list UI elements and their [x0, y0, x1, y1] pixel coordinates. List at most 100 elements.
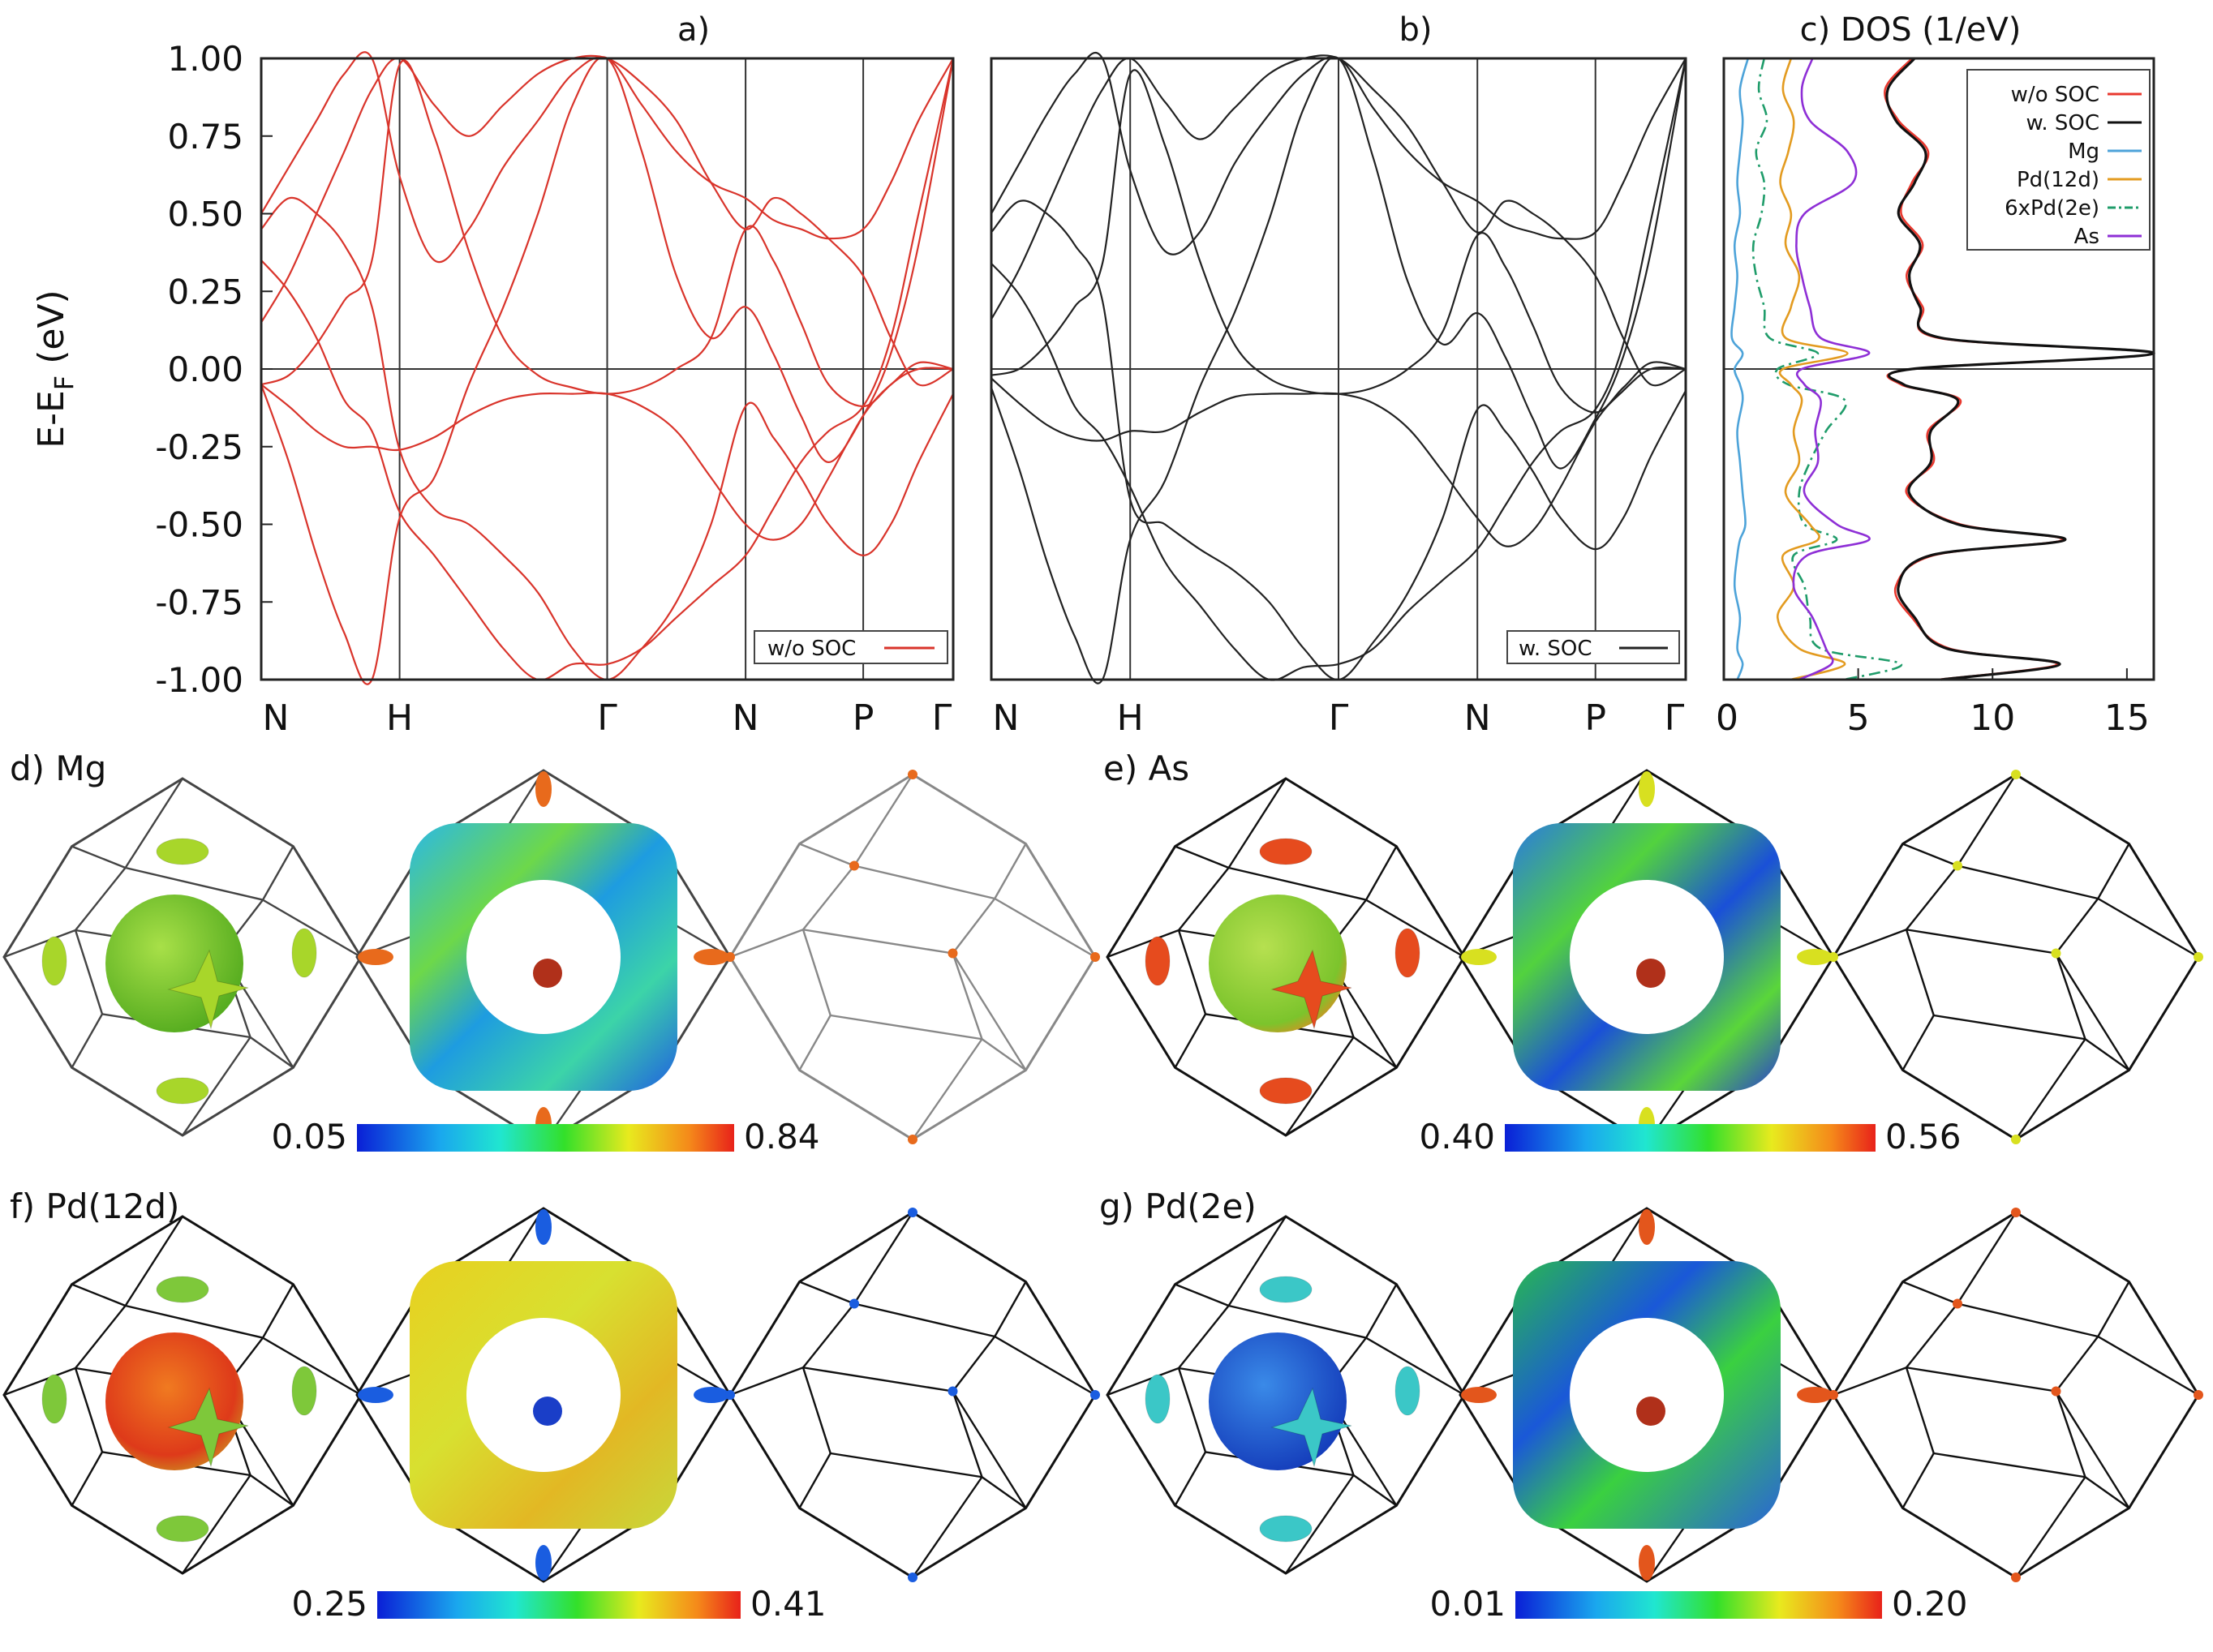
fermi-tube-hole	[1570, 880, 1724, 1034]
brillouin-zone-edge	[2055, 953, 2086, 1040]
y-tick-label: -0.25	[155, 427, 243, 467]
brillouin-zone-edge	[262, 899, 362, 959]
brillouin-zone-edge	[799, 1281, 855, 1305]
fermi-surface-block-e: e) As 0.40 0.56	[1103, 749, 2203, 1156]
brillouin-zone-edge	[3, 929, 76, 959]
tube-node	[1636, 959, 1665, 988]
electron-pocket	[156, 1276, 209, 1303]
brillouin-zone-edge	[1957, 865, 2099, 900]
brillouin-zone-edge	[952, 898, 996, 955]
brillouin-zone-edge	[1177, 929, 1207, 1015]
x-tick-label: 15	[2104, 697, 2150, 739]
brillouin-zone-edge	[1365, 899, 1465, 959]
brillouin-zone-edge	[994, 1335, 1096, 1397]
brillouin-zone-edge	[952, 1390, 1027, 1509]
fermi-surface-label: e) As	[1103, 749, 1189, 788]
panel-c-frame	[1722, 57, 2155, 681]
dos-line	[1730, 58, 1750, 680]
dos-plot: c) DOS (1/eV) 0 5 10 15 w/o SOC w. SOC Mg Pd(1…	[1716, 11, 2155, 739]
point-pocket	[908, 1135, 917, 1144]
brillouin-zone-edge	[912, 1038, 983, 1140]
brillouin-zone-edge	[1957, 1302, 2099, 1338]
brillouin-zone-outline	[1832, 1211, 2200, 1579]
point-pocket	[908, 1573, 917, 1582]
brillouin-zone-edge	[1178, 867, 1230, 931]
brillouin-zone-edge	[261, 1284, 294, 1339]
dos-legend-label: w. SOC	[2026, 111, 2099, 135]
band-line	[260, 51, 954, 264]
brillouin-zone-outline	[728, 1211, 1097, 1579]
corner-pocket	[1461, 1387, 1497, 1403]
colorbar	[1505, 1124, 1876, 1152]
fermi-sphere	[105, 1332, 243, 1470]
kpoint-label: P	[1584, 697, 1606, 739]
brillouin-zone-edge	[1175, 845, 1230, 869]
brillouin-zone-edge	[74, 929, 104, 1015]
band-plot-with-soc: b) N H Γ N P Γ w. SOC	[990, 11, 1687, 739]
point-pocket	[908, 770, 917, 779]
fermi-sphere	[105, 895, 243, 1032]
brillouin-zone-edge	[2084, 1476, 2130, 1509]
brillouin-zone-edge	[262, 1337, 362, 1397]
brillouin-zone-edge	[124, 1216, 184, 1307]
x-tick-label: 10	[1970, 697, 2015, 739]
point-pocket	[2011, 770, 2021, 779]
brillouin-zone-edge	[1905, 929, 1935, 1016]
brillouin-zone-edge	[1285, 1036, 1355, 1136]
y-tick-label: -0.50	[155, 505, 243, 545]
point-pocket	[2011, 1135, 2021, 1144]
brillouin-zone-edge	[802, 1302, 855, 1368]
brillouin-zone-edge	[2055, 898, 2099, 955]
brillouin-zone-edge	[853, 774, 914, 867]
electron-pocket	[1394, 928, 1420, 978]
fermi-surface-block-g: g) Pd(2e) 0.01 0.20	[1099, 1186, 2203, 1624]
tube-node	[533, 959, 562, 988]
dos-legend-box	[1966, 69, 2151, 251]
brillouin-zone-edge	[729, 929, 804, 959]
brillouin-zone-edge	[1106, 1367, 1180, 1397]
y-tick-label: -1.00	[155, 660, 243, 700]
corner-pocket	[535, 1545, 552, 1581]
brillouin-zone-edge	[2055, 952, 2130, 1071]
colorbar	[1515, 1591, 1882, 1619]
brillouin-zone-edge	[75, 1305, 127, 1369]
brillouin-zone-edge	[952, 952, 1027, 1071]
corner-pocket	[358, 949, 393, 965]
brillouin-zone-edge	[249, 1474, 294, 1507]
corner-pocket	[535, 771, 552, 807]
electron-pocket	[156, 838, 209, 865]
panel-c-title: c) DOS (1/eV)	[1800, 11, 2022, 49]
corner-pocket	[1797, 949, 1833, 965]
point-pocket	[849, 860, 859, 871]
brillouin-zone-edge	[75, 867, 127, 931]
brillouin-zone-edge	[71, 1451, 104, 1506]
electron-pocket	[1145, 936, 1171, 986]
kpoint-label: N	[263, 697, 290, 739]
point-pocket	[725, 952, 735, 962]
point-pocket	[2051, 1386, 2061, 1397]
electron-pocket	[1259, 838, 1313, 865]
colorbar-max-label: 0.56	[1885, 1117, 1962, 1156]
colorbar-min-label: 0.05	[271, 1117, 347, 1156]
brillouin-zone-edge	[1833, 929, 1907, 959]
panel-a-legend: w/o SOC	[754, 630, 948, 664]
corner-pocket	[1797, 1387, 1833, 1403]
star-pocket	[1270, 949, 1352, 1030]
x-tick-label: 5	[1847, 697, 1870, 739]
brillouin-zone-edge	[1106, 929, 1180, 959]
kpoint-label: N	[1464, 697, 1491, 739]
colorbar-max-label: 0.41	[750, 1584, 827, 1624]
fermi-sphere	[1209, 1332, 1347, 1470]
brillouin-zone-edge	[1177, 1367, 1207, 1452]
brillouin-zone-edge	[1364, 1284, 1398, 1339]
brillouin-zone-edge	[2084, 1038, 2130, 1071]
brillouin-zone-edge	[2055, 1391, 2086, 1478]
fermi-surface-label: f) Pd(12d)	[10, 1186, 179, 1226]
brillouin-zone-edge	[802, 1367, 953, 1392]
brillouin-zone-edge	[801, 1367, 831, 1454]
brillouin-zone-edge	[2097, 843, 2130, 899]
brillouin-zone-edge	[994, 897, 1096, 959]
fermi-surfaces: d) Mg 0.05 0.84 e) As 0.40 0.56 f) Pd(12d) 0.25…	[2, 749, 2203, 1624]
electron-pocket	[41, 1374, 67, 1424]
